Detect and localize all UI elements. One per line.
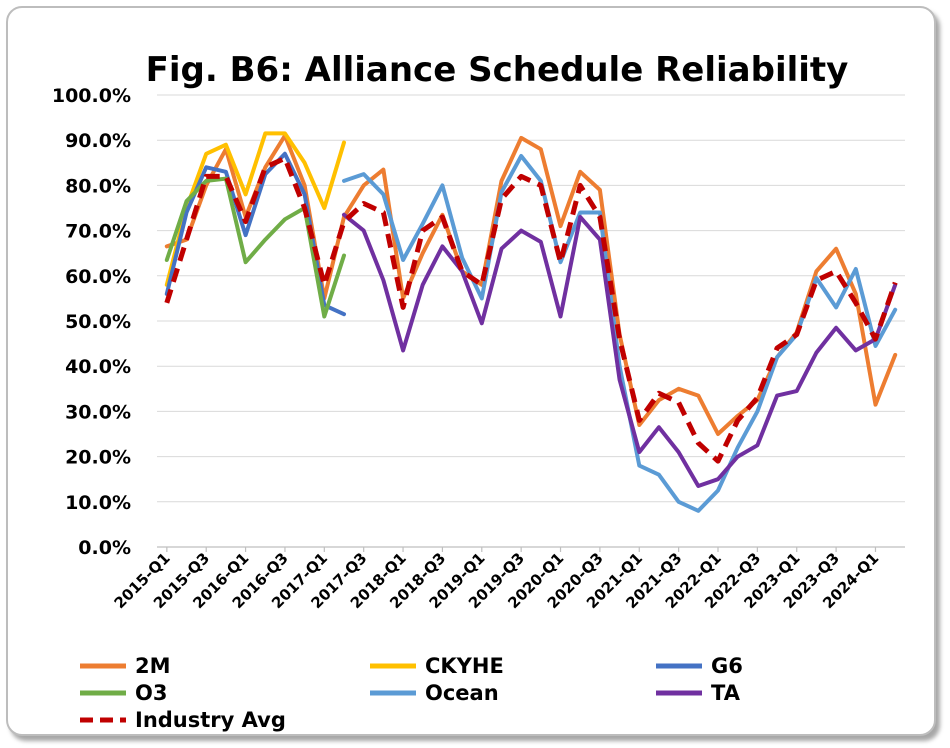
series-line-industry-avg (164, 155, 898, 464)
chart-frame (6, 6, 936, 736)
legend-label: CKYHE (425, 654, 504, 678)
series-lines (164, 131, 898, 513)
y-tick-label: 70.0% (65, 221, 131, 243)
series-line-2m (164, 133, 898, 436)
x-axis-ticks: 2015-Q12015-Q32016-Q12016-Q32017-Q12017-… (111, 547, 882, 612)
y-tick-label: 60.0% (65, 266, 131, 288)
legend: 2M CKYHE G6 O3 Ocean TA Industry Avg (80, 654, 743, 732)
y-tick-label: 40.0% (65, 356, 131, 378)
legend-label: TA (711, 681, 741, 705)
series-line-ckyhe (164, 131, 346, 287)
y-tick-label: 0.0% (78, 537, 131, 559)
series-line-g6 (164, 151, 346, 317)
y-tick-label: 30.0% (65, 401, 131, 423)
series-line-ta (342, 212, 898, 488)
legend-label: Ocean (425, 681, 499, 705)
y-tick-label: 80.0% (65, 175, 131, 197)
y-tick-label: 10.0% (65, 492, 131, 514)
legend-label: O3 (135, 681, 167, 705)
y-tick-label: 50.0% (65, 311, 131, 333)
y-tick-label: 20.0% (65, 447, 131, 469)
legend-label: 2M (135, 654, 171, 678)
legend-label: Industry Avg (135, 708, 286, 732)
chart-title: Fig. B6: Alliance Schedule Reliability (146, 50, 849, 90)
y-tick-label: 90.0% (65, 130, 131, 152)
legend-label: G6 (711, 654, 743, 678)
y-axis-ticks: 0.0% 10.0% 20.0% 30.0% 40.0% 50.0% 60.0% 70.0% 8… (52, 85, 131, 559)
series-line-o3 (164, 176, 346, 319)
y-tick-label: 100.0% (52, 85, 131, 107)
